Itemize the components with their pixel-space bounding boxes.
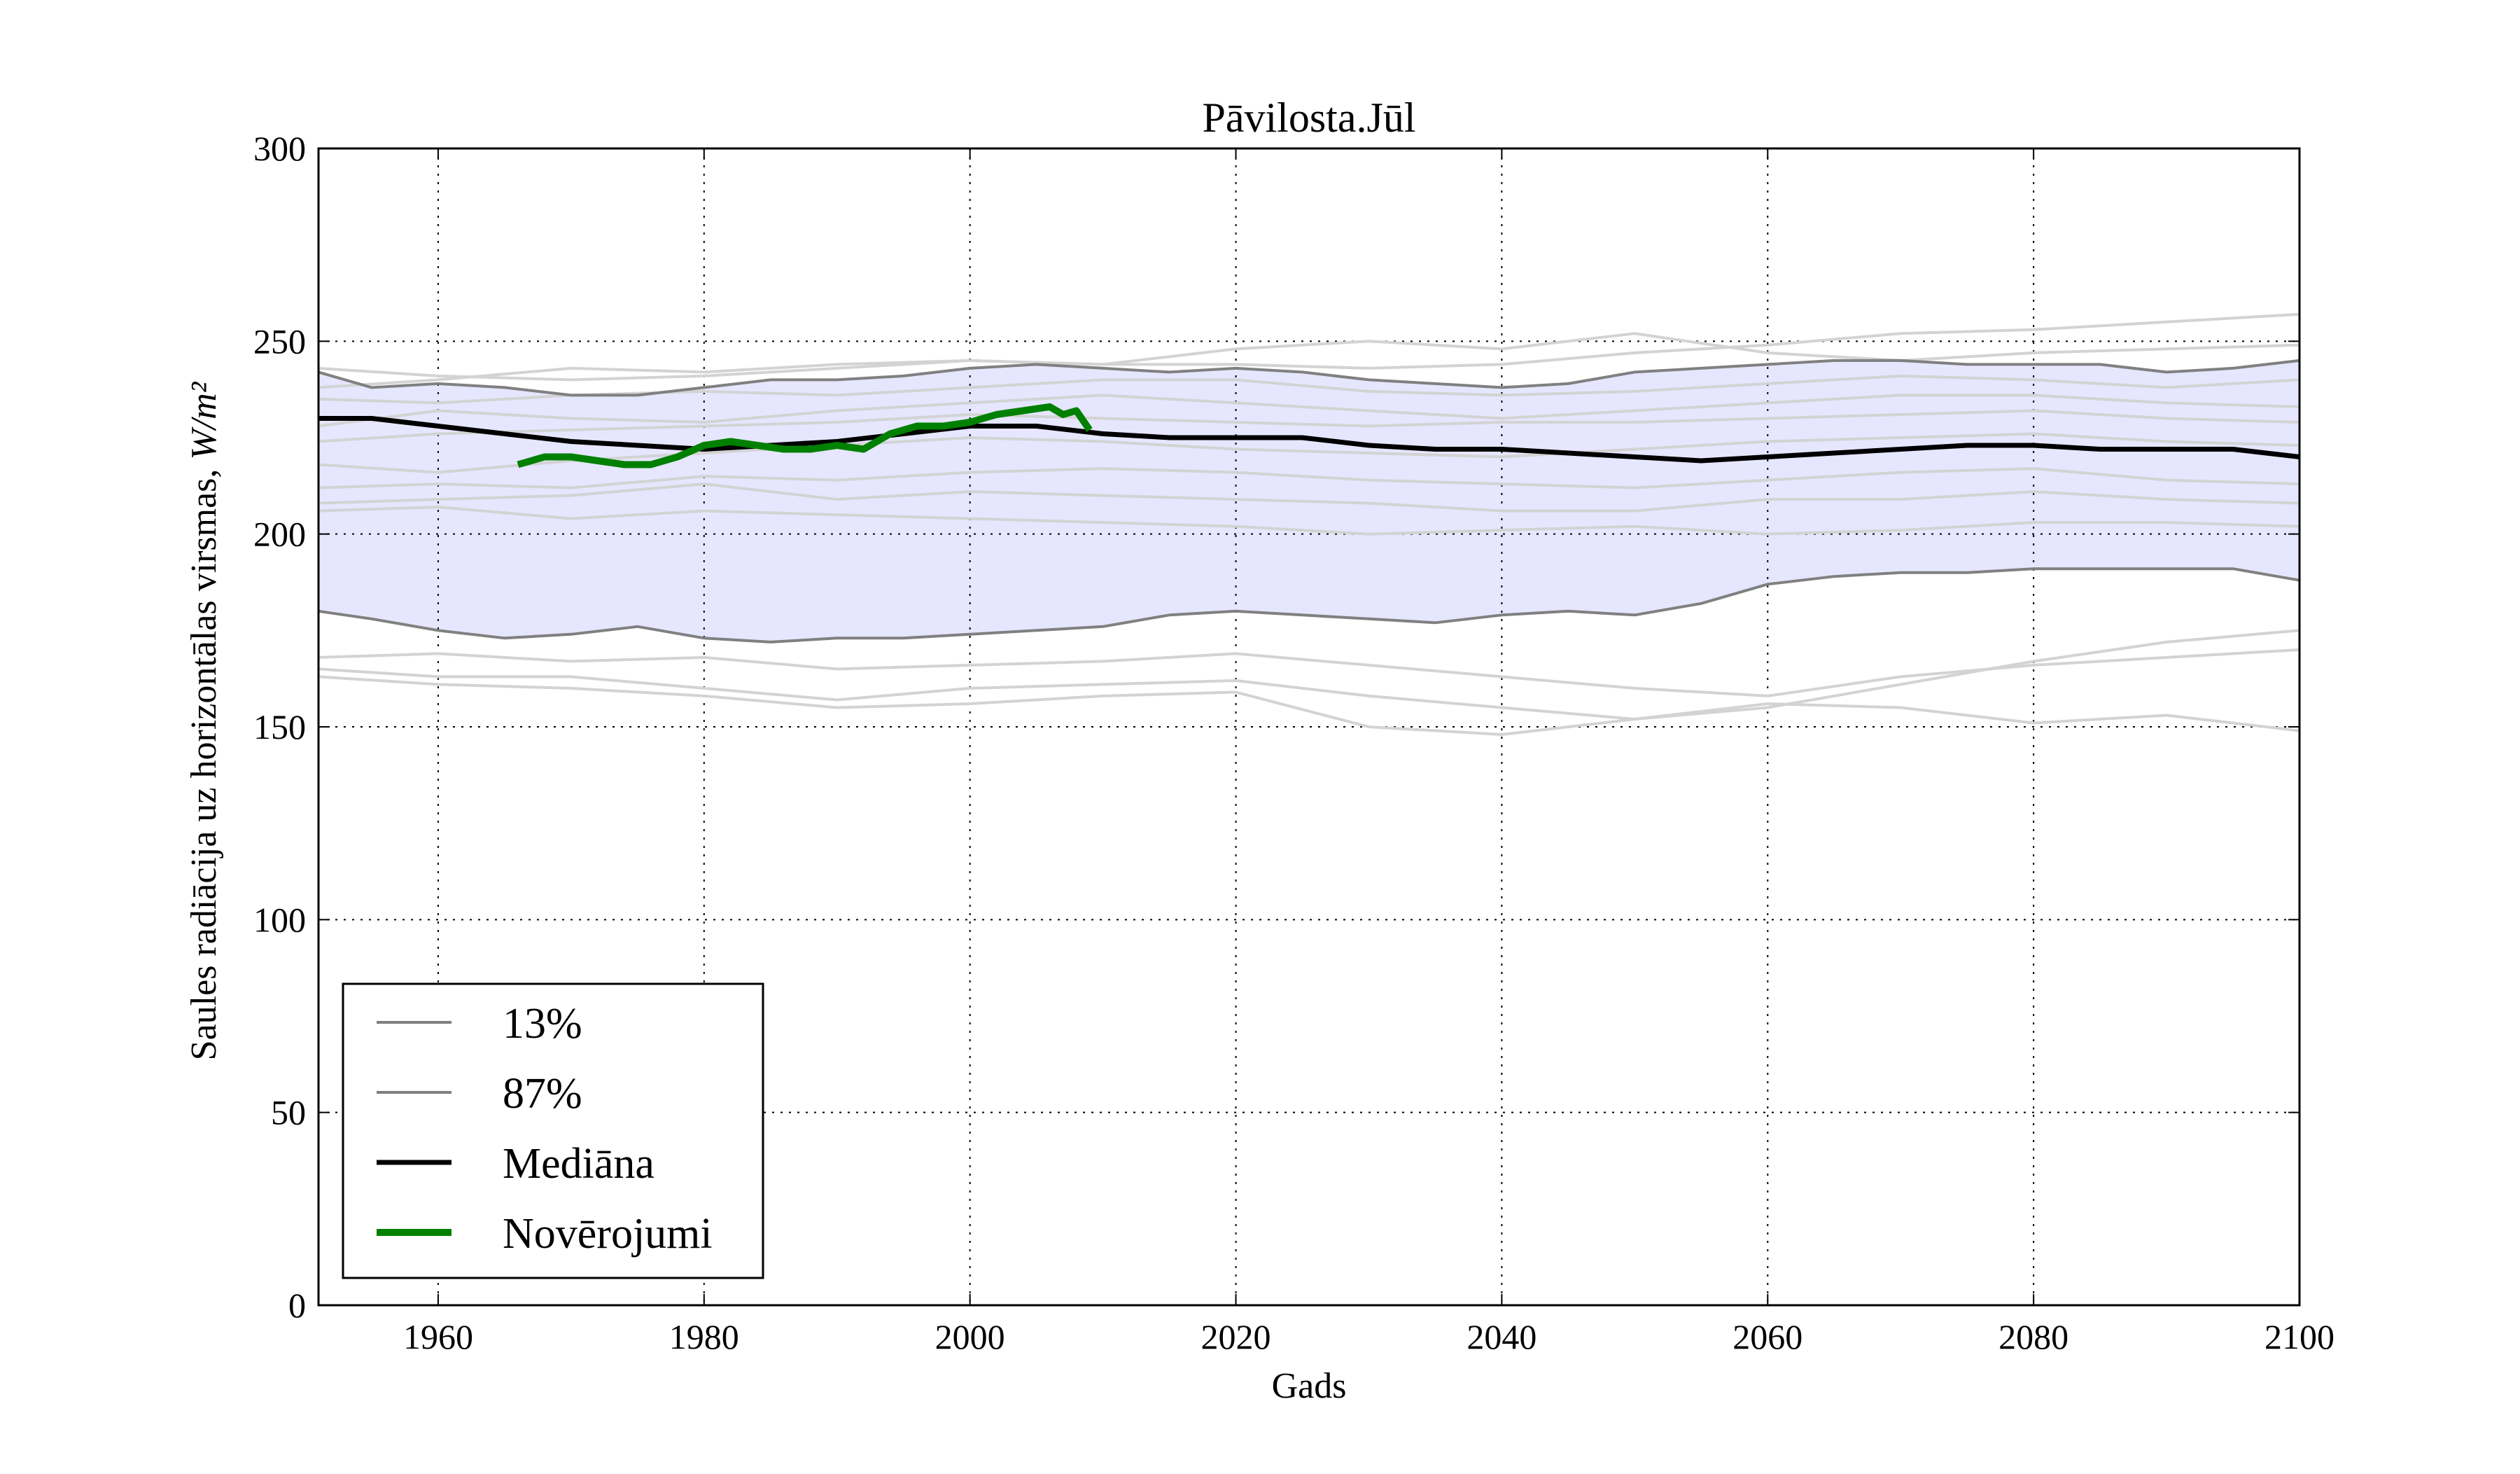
- x-tick-label: 2060: [1732, 1317, 1802, 1356]
- ensemble-line-12: [318, 675, 2300, 737]
- y-tick-label: 0: [288, 1286, 306, 1325]
- x-tick-label: 1980: [669, 1317, 739, 1356]
- ensemble-line-9: [318, 506, 2300, 536]
- x-tick-label: 1960: [403, 1317, 473, 1356]
- series-line-2: [318, 359, 2300, 397]
- ensemble-line-2: [318, 332, 2300, 389]
- series-line-1: [318, 567, 2300, 644]
- legend-label: Mediāna: [503, 1140, 654, 1188]
- y-tick-label: 150: [253, 707, 306, 746]
- ensemble-line-10: [318, 648, 2300, 697]
- ensemble-line-11: [318, 629, 2300, 721]
- x-tick-label: 2020: [1201, 1317, 1271, 1356]
- ensemble-line-1: [318, 312, 2300, 382]
- ensemble-line-4: [318, 394, 2300, 428]
- y-tick-label: 50: [271, 1093, 306, 1132]
- ensemble-line-5: [318, 409, 2300, 443]
- x-axis-title: Gads: [1272, 1366, 1347, 1406]
- y-axis-title-unit: W/m²: [184, 381, 224, 459]
- y-axis-title-text: Saules radiācija uz horizontālas virsmas…: [184, 460, 224, 1061]
- x-tick-label: 2040: [1466, 1317, 1536, 1356]
- ensemble-line-7: [318, 467, 2300, 489]
- y-axis-title: Saules radiācija uz horizontālas virsmas…: [184, 381, 224, 1060]
- legend-label: 87%: [503, 1070, 582, 1118]
- x-tick-label: 2100: [2264, 1317, 2334, 1356]
- y-tick-label: 250: [253, 321, 306, 361]
- legend: 13% 87% Mediāna Novērojumi: [342, 982, 764, 1279]
- ensemble-line-6: [318, 432, 2300, 474]
- legend-label: Novērojumi: [503, 1210, 713, 1258]
- y-tick-label: 300: [253, 129, 306, 168]
- y-tick-label: 200: [253, 515, 306, 554]
- chart-title: Pāvilosta.Jūl: [1202, 95, 1415, 141]
- legend-label: 13%: [503, 1000, 582, 1048]
- series-line-4: [517, 403, 1093, 468]
- ensemble-line-8: [318, 482, 2300, 513]
- y-tick-label: 100: [253, 900, 306, 939]
- x-tick-label: 2080: [1998, 1317, 2068, 1356]
- series-line-3: [318, 416, 2300, 464]
- x-tick-label: 2000: [935, 1317, 1005, 1356]
- ensemble-line-3: [318, 374, 2300, 405]
